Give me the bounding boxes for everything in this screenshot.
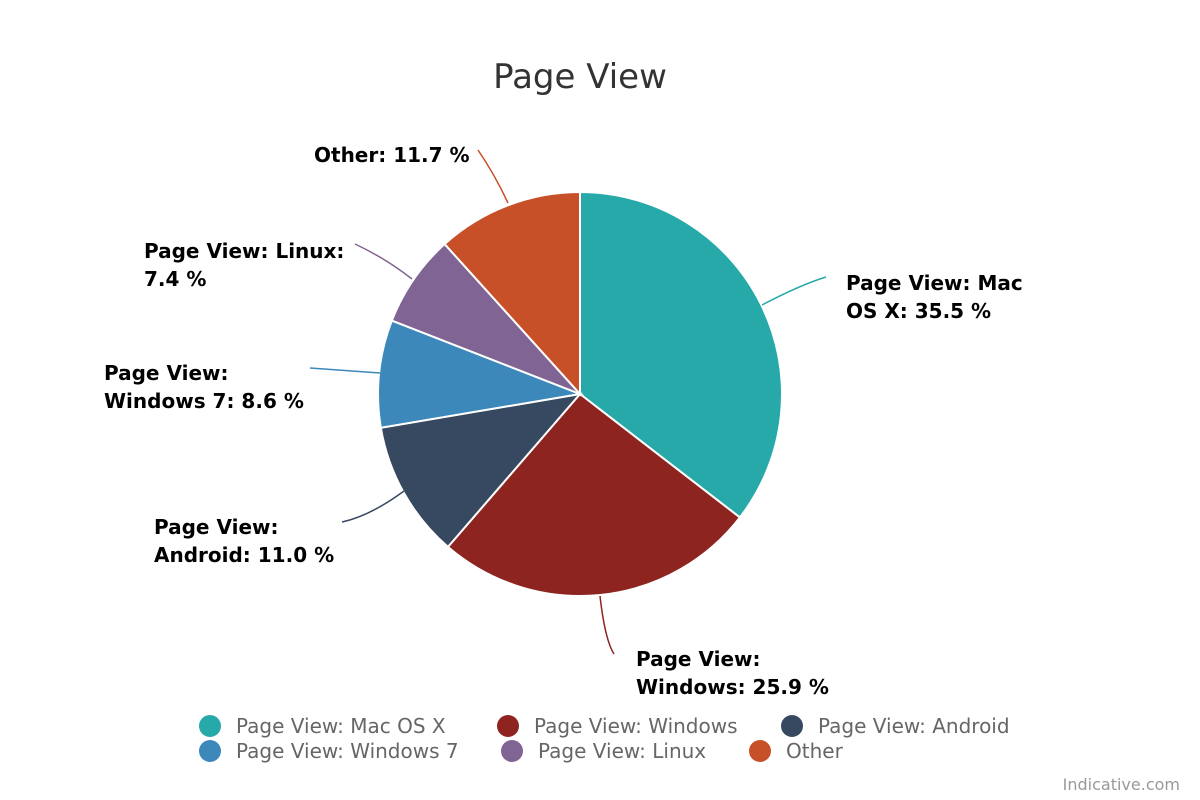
label-connector — [599, 595, 615, 655]
legend-item[interactable]: Page View: Android — [781, 714, 1010, 738]
slice-label-line: Other: 11.7 % — [314, 143, 470, 167]
legend-marker — [199, 715, 221, 737]
legend-item[interactable]: Page View: Linux — [501, 739, 706, 763]
legend-label: Other — [786, 739, 844, 763]
legend-label: Page View: Mac OS X — [236, 714, 446, 738]
label-connector — [477, 149, 509, 204]
legend-item[interactable]: Other — [749, 739, 844, 763]
slice-label-line: Windows: 25.9 % — [636, 675, 829, 699]
legend: Page View: Mac OS X Page View: Windows Pag… — [199, 714, 1010, 763]
label-connector — [341, 490, 405, 523]
slice-label-line: Page View: Mac — [846, 271, 1023, 295]
pie-slice[interactable] — [446, 392, 742, 597]
chart-title: Page View — [493, 57, 667, 97]
slice-label: Page View: Mac OS X: 35.5 % — [846, 271, 1023, 323]
pie-slices — [377, 190, 783, 597]
slice-label-line: Page View: — [636, 647, 760, 671]
slice-label-line: Windows 7: 8.6 % — [104, 389, 304, 413]
slice-label: Page View: Linux: 7.4 % — [144, 239, 344, 291]
legend-marker — [497, 715, 519, 737]
legend-item[interactable]: Page View: Windows — [497, 714, 738, 738]
slice-label-line: Page View: — [154, 515, 278, 539]
slice-label: Page View: Windows 7: 8.6 % — [104, 361, 304, 413]
slice-label: Other: 11.7 % — [314, 143, 470, 167]
slice-label-line: Page View: — [104, 361, 228, 385]
label-connector — [309, 367, 381, 374]
slice-label: Page View: Android: 11.0 % — [154, 515, 334, 567]
pie-slice[interactable] — [443, 190, 581, 397]
legend-label: Page View: Linux — [538, 739, 706, 763]
legend-marker — [749, 740, 771, 762]
slice-label-line: OS X: 35.5 % — [846, 299, 991, 323]
slice-labels: Page View: Mac OS X: 35.5 % Page View: Wind… — [104, 143, 1023, 699]
legend-marker — [501, 740, 523, 762]
legend-label: Page View: Windows 7 — [236, 739, 459, 763]
pie-slice[interactable] — [379, 392, 583, 549]
legend-marker — [781, 715, 803, 737]
legend-label: Page View: Windows — [534, 714, 738, 738]
label-connector — [354, 243, 413, 280]
slice-label: Page View: Windows: 25.9 % — [636, 647, 829, 699]
slice-label-line: Page View: Linux: — [144, 239, 344, 263]
pie-slice[interactable] — [579, 190, 783, 519]
legend-item[interactable]: Page View: Windows 7 — [199, 739, 459, 763]
legend-item[interactable]: Page View: Mac OS X — [199, 714, 446, 738]
slice-label-line: 7.4 % — [144, 267, 206, 291]
legend-label: Page View: Android — [818, 714, 1010, 738]
label-connectors — [309, 149, 827, 655]
slice-label-line: Android: 11.0 % — [154, 543, 334, 567]
legend-marker — [199, 740, 221, 762]
label-connector — [761, 276, 827, 306]
credit-link[interactable]: Indicative.com — [1063, 775, 1180, 794]
